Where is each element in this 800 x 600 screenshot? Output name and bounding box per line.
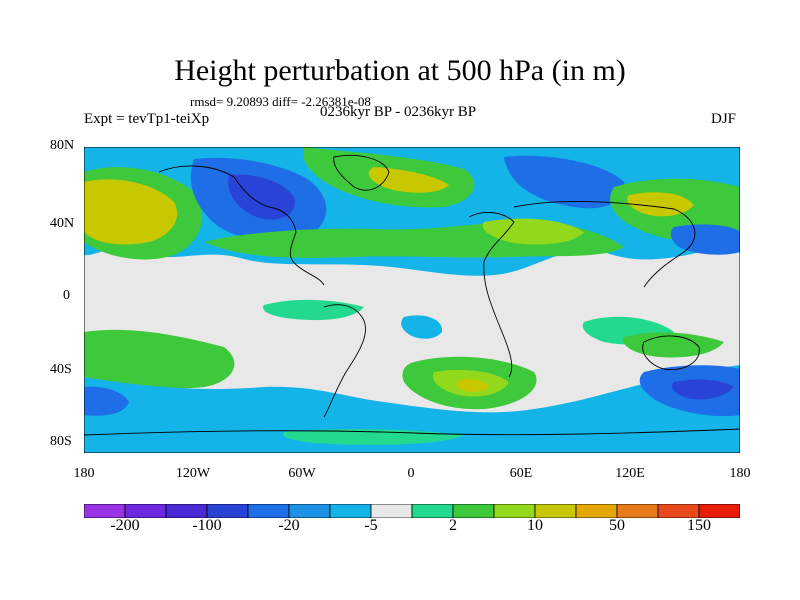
lon-label-180w: 180 bbox=[73, 466, 95, 481]
colorbar-swatch bbox=[534, 504, 577, 518]
colorbar-swatch bbox=[329, 504, 372, 518]
colorbar-label: 50 bbox=[609, 517, 625, 534]
contour-neg-asia bbox=[504, 155, 625, 209]
contour-neg-namerica-core bbox=[228, 174, 295, 220]
colorbar-swatch bbox=[575, 504, 618, 518]
colorbar-swatch bbox=[288, 504, 331, 518]
contour-neg-south-band bbox=[84, 365, 740, 437]
colorbar-swatch bbox=[84, 504, 126, 518]
coastlines bbox=[84, 154, 740, 436]
contour-field bbox=[84, 147, 740, 453]
contour-neg-south-west bbox=[84, 386, 129, 416]
colorbar-label: -100 bbox=[192, 517, 222, 534]
lat-label-80n: 80N bbox=[50, 138, 75, 153]
colorbar-swatch bbox=[206, 504, 249, 518]
colorbar bbox=[84, 504, 740, 518]
colorbar-swatch bbox=[493, 504, 536, 518]
colorbar-swatch bbox=[370, 504, 413, 518]
coast-south-america bbox=[323, 304, 366, 418]
contour-pos-spacific bbox=[84, 329, 235, 389]
colorbar-swatch bbox=[657, 504, 700, 518]
colorbar-label: -5 bbox=[364, 517, 378, 534]
colorbar-swatch bbox=[247, 504, 290, 518]
lon-label-60e: 60E bbox=[509, 466, 533, 481]
lat-label-equator: 0 bbox=[63, 288, 70, 303]
lon-label-0: 0 bbox=[407, 466, 415, 481]
coast-europe-africa bbox=[468, 211, 515, 378]
coast-greenland bbox=[333, 154, 390, 191]
coast-asia bbox=[513, 200, 696, 288]
lon-label-120w: 120W bbox=[175, 466, 211, 481]
colorbar-label: -20 bbox=[278, 517, 300, 534]
colorbar-swatch bbox=[165, 504, 208, 518]
lon-label-120e: 120E bbox=[615, 466, 645, 481]
colorbar-label: -200 bbox=[110, 517, 140, 534]
colorbar-swatch bbox=[698, 504, 740, 518]
map-plot bbox=[84, 147, 740, 453]
colorbar-label: 10 bbox=[527, 517, 543, 534]
experiment-label: Expt = tevTp1-teiXp bbox=[84, 111, 210, 127]
coast-australia bbox=[642, 335, 700, 370]
contour-pos-npacific-core bbox=[84, 179, 178, 245]
lat-label-40s: 40S bbox=[50, 362, 72, 377]
colorbar-swatch bbox=[452, 504, 495, 518]
lat-label-80s: 80S bbox=[50, 434, 72, 449]
map-title: Height perturbation at 500 hPa (in m) bbox=[174, 54, 626, 87]
contour-pos-europe bbox=[482, 218, 584, 245]
season-label: DJF bbox=[711, 111, 737, 127]
coast-north-america bbox=[158, 165, 325, 286]
coast-antarctica bbox=[84, 428, 740, 436]
colorbar-swatch bbox=[616, 504, 659, 518]
colorbar-swatch bbox=[411, 504, 454, 518]
contour-neg-npacific-far-east bbox=[670, 224, 740, 255]
period-label: 0236kyr BP - 0236kyr BP bbox=[320, 104, 477, 120]
lon-label-60w: 60W bbox=[288, 466, 316, 481]
stats-text: rmsd= 9.20893 diff= -2.26381e-08 bbox=[190, 94, 371, 109]
contour-pos-spacific-east bbox=[623, 332, 724, 358]
contour-neg-tropics bbox=[401, 315, 443, 339]
colorbar-swatch bbox=[124, 504, 167, 518]
colorbar-label: 150 bbox=[687, 517, 711, 534]
lon-label-180e: 180 bbox=[729, 466, 751, 481]
contour-pos-satlantic-peak bbox=[456, 378, 489, 392]
colorbar-label: 2 bbox=[449, 517, 457, 534]
contour-neg-south-east-core bbox=[672, 379, 734, 400]
lat-label-40n: 40N bbox=[50, 216, 75, 231]
